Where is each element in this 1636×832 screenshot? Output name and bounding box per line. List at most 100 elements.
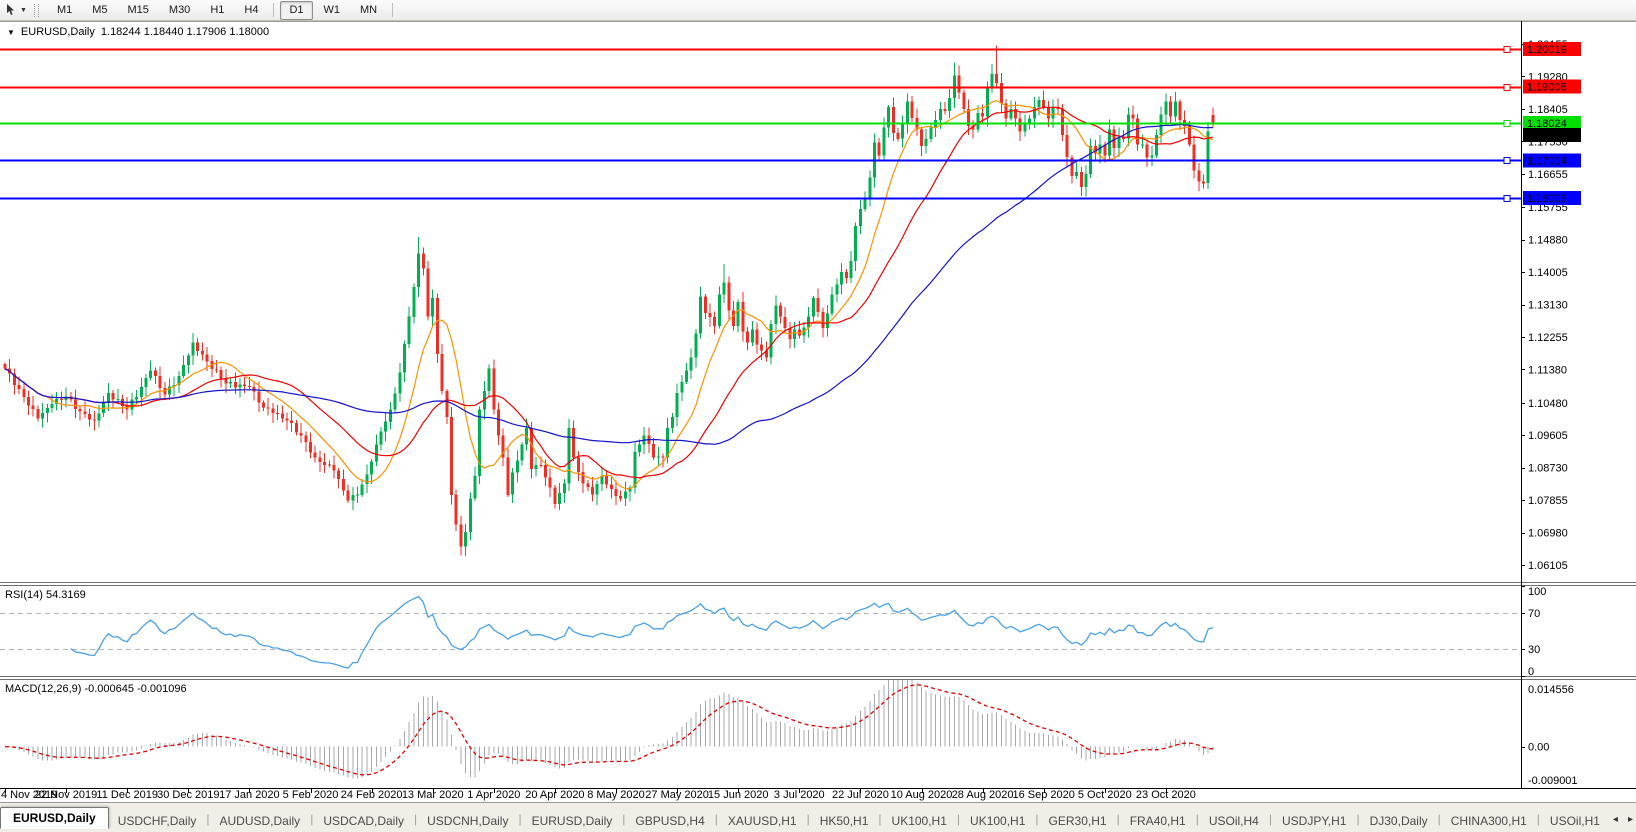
svg-text:11 Dec 2019: 11 Dec 2019 <box>96 789 158 801</box>
tab-separator: | <box>414 812 418 826</box>
chart-tab-bar: EURUSD,Daily USDCHF,Daily | AUDUSD,Daily | US… <box>0 802 1636 832</box>
timeframe-button-m1[interactable]: M1 <box>56 3 73 16</box>
timeframe-buttons: M1 M5 M15 M30 H1 H4 D1 W1 MN <box>47 0 398 20</box>
timeframe-button-mn[interactable]: MN <box>360 3 378 16</box>
svg-text:1.07855: 1.07855 <box>1528 495 1568 507</box>
svg-text:30: 30 <box>1528 644 1540 656</box>
svg-text:1.14880: 1.14880 <box>1528 235 1568 247</box>
tab-separator: | <box>622 812 626 826</box>
macd-label: MACD(12,26,9) -0.000645 -0.001096 <box>5 683 187 695</box>
svg-text:1.12255: 1.12255 <box>1528 332 1568 344</box>
timeframe-button-m5[interactable]: M5 <box>92 3 108 16</box>
svg-text:8 May 2020: 8 May 2020 <box>587 789 644 801</box>
svg-text:1.13130: 1.13130 <box>1528 300 1568 312</box>
svg-text:23 Oct 2020: 23 Oct 2020 <box>1136 789 1196 801</box>
svg-text:1.18405: 1.18405 <box>1528 104 1568 116</box>
tab-separator: | <box>310 812 314 826</box>
timeframe-button-h4[interactable]: H4 <box>244 3 259 16</box>
svg-text:1.11380: 1.11380 <box>1528 364 1567 376</box>
svg-text:13 Mar 2020: 13 Mar 2020 <box>402 789 464 801</box>
svg-text:1.19008: 1.19008 <box>1527 82 1567 94</box>
tab-separator: | <box>1268 812 1272 826</box>
svg-text:0.014556: 0.014556 <box>1528 684 1574 696</box>
tab-separator: | <box>1195 812 1199 826</box>
timeframe-button-h1[interactable]: H1 <box>210 3 225 16</box>
timeframe-button-d1[interactable]: D1 <box>280 0 313 20</box>
tab-separator: | <box>1356 812 1360 826</box>
tab-separator: | <box>806 812 810 826</box>
svg-text:3 Jul 2020: 3 Jul 2020 <box>774 789 825 801</box>
svg-text:16 Sep 2020: 16 Sep 2020 <box>1013 789 1075 801</box>
toolbar-separator <box>273 3 275 17</box>
svg-text:24 Feb 2020: 24 Feb 2020 <box>341 789 403 801</box>
toolbar-grip[interactable] <box>33 3 39 17</box>
chart-tab-usoil-h4[interactable]: USOil,H4 <box>1208 814 1259 828</box>
svg-text:1.08730: 1.08730 <box>1528 463 1568 475</box>
timeframe-toolbar: ▼ M1 M5 M15 M30 H1 H4 D1 W1 MN <box>0 0 1636 21</box>
rsi-label: RSI(14) 54.3169 <box>5 589 86 601</box>
tab-scroll-right-button[interactable]: ▸ <box>1627 814 1633 825</box>
chart-cursor-icon[interactable] <box>4 3 20 17</box>
tab-separator: | <box>518 812 522 826</box>
svg-text:1.09605: 1.09605 <box>1528 430 1568 442</box>
chart-tab-china300-h1[interactable]: CHINA300,H1 <box>1450 814 1527 828</box>
svg-text:17 Jan 2020: 17 Jan 2020 <box>219 789 280 801</box>
chart-tab-dj30-daily[interactable]: DJ30,Daily <box>1369 814 1428 828</box>
svg-text:100: 100 <box>1528 586 1546 598</box>
chart-tab-eurusd-daily[interactable]: EURUSD,Daily <box>531 814 613 828</box>
chart-tab-usdcad-daily[interactable]: USDCAD,Daily <box>323 814 404 828</box>
svg-text:0: 0 <box>1528 666 1534 678</box>
chart-tab-xauusd-h1[interactable]: XAUUSD,H1 <box>727 814 797 828</box>
svg-text:1 Apr 2020: 1 Apr 2020 <box>467 789 520 801</box>
tab-separator: | <box>1116 812 1120 826</box>
svg-text:15 Jun 2020: 15 Jun 2020 <box>708 789 769 801</box>
chart-tab-ger30-h1[interactable]: GER30,H1 <box>1048 814 1107 828</box>
svg-text:-0.009001: -0.009001 <box>1528 775 1578 787</box>
svg-text:1.20019: 1.20019 <box>1527 44 1567 56</box>
svg-text:0.00: 0.00 <box>1528 742 1549 754</box>
chart-tab-fra40-h1[interactable]: FRA40,H1 <box>1129 814 1186 828</box>
svg-text:1.15755: 1.15755 <box>1528 202 1568 214</box>
tab-separator: | <box>956 812 961 826</box>
svg-text:10 Aug 2020: 10 Aug 2020 <box>891 789 953 801</box>
timeframe-button-w1[interactable]: W1 <box>323 3 341 16</box>
chart-tab-eurusd-daily[interactable]: EURUSD,Daily <box>0 807 109 829</box>
svg-text:1.16655: 1.16655 <box>1528 169 1568 181</box>
svg-text:1.06105: 1.06105 <box>1528 560 1568 572</box>
collapse-triangle-icon[interactable]: ▼ <box>7 27 15 37</box>
svg-text:30 Dec 2019: 30 Dec 2019 <box>157 789 219 801</box>
svg-text:22 Nov 2019: 22 Nov 2019 <box>35 789 97 801</box>
svg-text:1.10480: 1.10480 <box>1528 398 1568 410</box>
tab-separator: | <box>714 812 718 826</box>
chart-canvas[interactable]: 1.201551.192801.184051.175301.166551.157… <box>0 0 1636 802</box>
chart-ohlc-values: 1.18244 1.18440 1.17906 1.18000 <box>100 26 270 38</box>
svg-text:4 Nov 2019: 4 Nov 2019 <box>1 789 57 801</box>
chart-tab-hk50-h1[interactable]: HK50,H1 <box>819 814 869 828</box>
svg-text:1.18000: 1.18000 <box>1527 130 1567 142</box>
toolbar-separator <box>392 3 394 17</box>
chart-symbol-title: EURUSD,Daily <box>20 26 95 38</box>
tab-scroll-left-button[interactable]: ◂ <box>1612 814 1618 825</box>
chart-title-row: ▼ EURUSD,Daily 1.18244 1.18440 1.17906 1… <box>7 26 269 38</box>
chevron-down-icon[interactable]: ▼ <box>20 6 27 14</box>
chart-tab-usoil-h1[interactable]: USOil,H1 <box>1549 814 1600 828</box>
svg-text:28 Aug 2020: 28 Aug 2020 <box>952 789 1014 801</box>
chart-tab-usdjpy-h1[interactable]: USDJPY,H1 <box>1281 814 1347 828</box>
tab-separator: | <box>1536 812 1540 826</box>
svg-text:1.06980: 1.06980 <box>1528 528 1568 540</box>
chart-tab-audusd-daily[interactable]: AUDUSD,Daily <box>219 814 301 828</box>
svg-text:1.18024: 1.18024 <box>1527 118 1567 130</box>
chart-tab-uk100-h1[interactable]: UK100,H1 <box>970 814 1026 828</box>
svg-text:5 Oct 2020: 5 Oct 2020 <box>1078 789 1132 801</box>
chart-tab-usdchf-daily[interactable]: USDCHF,Daily <box>117 814 197 828</box>
svg-text:70: 70 <box>1528 608 1540 620</box>
timeframe-button-m15[interactable]: M15 <box>127 3 149 16</box>
tab-separator: | <box>206 812 210 826</box>
tab-separator: | <box>878 812 882 826</box>
chart-tab-usdcnh-daily[interactable]: USDCNH,Daily <box>427 814 509 828</box>
chart-tab-gbpusd-h4[interactable]: GBPUSD,H4 <box>635 814 705 828</box>
timeframe-button-m30[interactable]: M30 <box>168 3 191 16</box>
svg-text:22 Jul 2020: 22 Jul 2020 <box>832 789 889 801</box>
svg-text:1.14005: 1.14005 <box>1528 267 1568 279</box>
chart-tab-uk100-h1[interactable]: UK100,H1 <box>891 814 947 828</box>
